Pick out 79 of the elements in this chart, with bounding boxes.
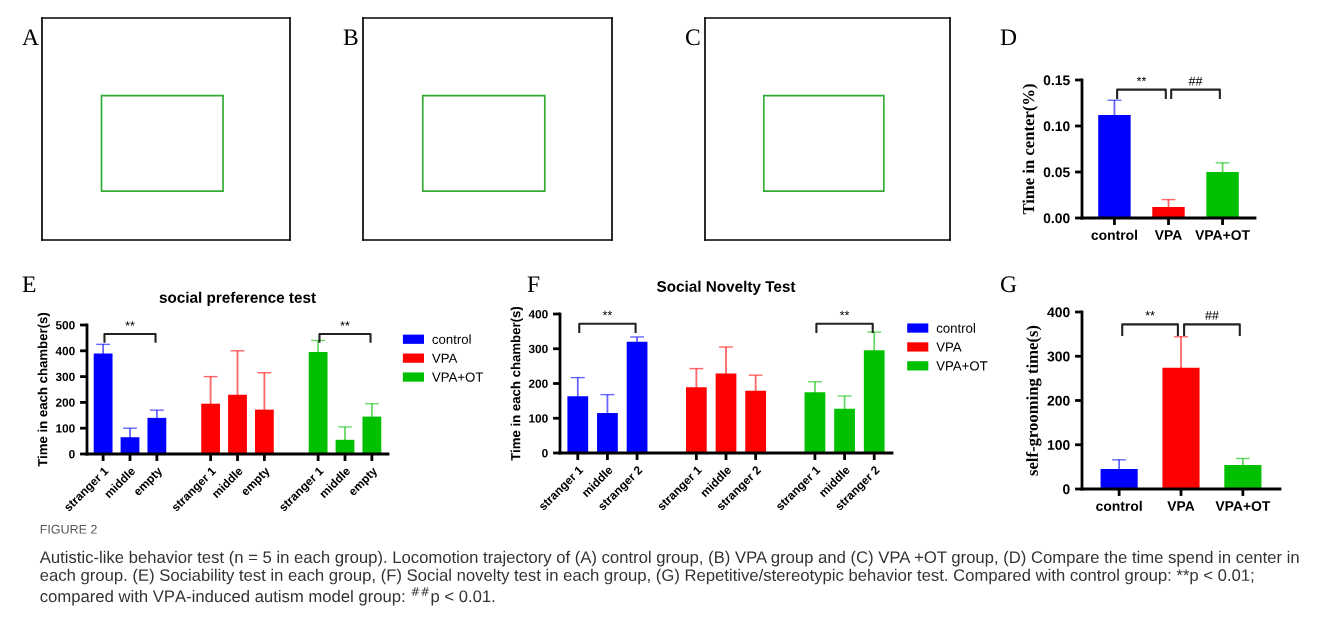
legend-label: VPA (431, 353, 458, 363)
y-tick-label: 200 (1047, 395, 1070, 406)
y-axis-title: Time in each chamber(s) (510, 306, 523, 461)
bar (567, 396, 589, 453)
text: FIGURE 2 (40, 524, 97, 534)
annotation: ** (340, 321, 350, 326)
chart-title: social preference test (159, 291, 316, 306)
text: Autistic-like behavior test (n = 5 in each group). Locomotion trajectory of (A) control group, (B) VPA group and (C) VPA +OT group, (D) Compare the time spend in center in each group. (E) Sociability test in each group, (F) Social novelty test in each group, (G) Repetitive/stereotypic behavior test. Compared with control group: **p < 0.01; compared with VPA-induced autism model group: $^{##}$p < 0.01. (39, 550, 1299, 606)
annotation: ## (1188, 76, 1203, 86)
bar (804, 392, 826, 453)
annotation: ** (602, 310, 613, 316)
y-tick-label: 200 (528, 379, 548, 388)
text: G (1000, 276, 1017, 293)
bar (1224, 465, 1262, 489)
legend-label: control (432, 334, 471, 344)
y-tick-label: 0.00 (1043, 213, 1070, 224)
y-tick-label: 400 (528, 310, 548, 319)
bar (834, 408, 855, 453)
y-axis-title: Time in center(%) (1022, 84, 1038, 215)
annotation: ** (1136, 76, 1147, 82)
y-tick-label: 0.05 (1043, 167, 1070, 178)
text: E (22, 276, 36, 292)
x-tick-label: VPA+OT (1195, 230, 1250, 241)
y-tick-label: 0 (1063, 484, 1070, 495)
bar (93, 353, 113, 454)
bar (863, 350, 885, 453)
y-tick-label: 0.10 (1043, 121, 1070, 132)
bar (254, 409, 274, 454)
bar (745, 390, 767, 453)
legend-label: VPA+OT (431, 372, 484, 382)
text: F (527, 276, 540, 292)
text: A (22, 29, 39, 45)
y-axis-title: Time in each chamber(s) (37, 312, 50, 467)
bar (120, 437, 140, 454)
bar (201, 403, 221, 454)
text: D (1000, 29, 1017, 46)
y-tick-label: 300 (528, 344, 548, 354)
text: B (343, 29, 358, 46)
bar (1206, 172, 1239, 218)
x-tick-label: VPA+OT (1215, 501, 1271, 512)
bar (1152, 206, 1185, 218)
x-tick-label: control (1096, 500, 1142, 512)
annotation: ## (1205, 311, 1219, 320)
bar (308, 352, 328, 454)
y-tick-label: 0.15 (1043, 75, 1070, 86)
y-tick-label: 100 (1047, 440, 1070, 450)
bar (1100, 469, 1138, 489)
legend-label: VPA (936, 342, 962, 352)
annotation: ** (839, 310, 850, 316)
y-tick-label: 300 (1047, 351, 1070, 362)
bar (685, 387, 707, 453)
y-tick-label: 100 (56, 424, 75, 433)
bar (362, 416, 382, 454)
y-axis-title: self-grooming time(s) (1026, 325, 1042, 476)
legend-label: control (936, 323, 975, 333)
y-tick-label: 0 (542, 449, 548, 458)
bar (335, 439, 355, 454)
text: C (685, 29, 700, 46)
bar (1162, 367, 1200, 489)
annotation: ** (125, 321, 135, 326)
y-tick-label: 500 (55, 321, 75, 330)
bar (147, 417, 167, 454)
bar (626, 341, 648, 453)
bar (228, 394, 247, 454)
annotation: ** (1145, 311, 1155, 316)
y-tick-label: 100 (529, 414, 548, 423)
legend-label: VPA+OT (936, 361, 988, 371)
x-tick-label: VPA (1154, 230, 1182, 240)
bar (597, 413, 618, 453)
x-tick-label: VPA (1167, 501, 1195, 511)
chart-title: Social Novelty Test (656, 280, 796, 295)
y-tick-label: 400 (1047, 307, 1070, 318)
bar (1098, 114, 1131, 218)
y-tick-label: 0 (69, 450, 75, 459)
bar (715, 373, 737, 453)
y-tick-label: 400 (55, 346, 75, 356)
y-tick-label: 300 (55, 372, 75, 382)
x-tick-label: control (1091, 229, 1137, 241)
y-tick-label: 200 (55, 398, 75, 407)
